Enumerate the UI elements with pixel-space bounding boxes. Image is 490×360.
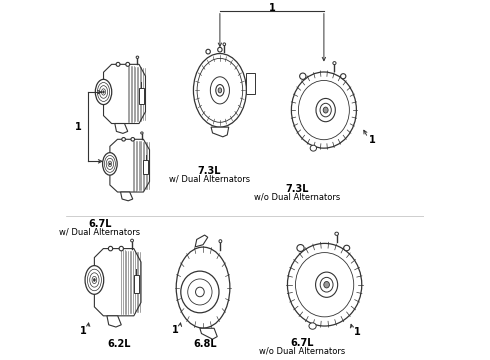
Ellipse shape	[210, 77, 229, 104]
Ellipse shape	[216, 85, 224, 96]
Text: 6.7L: 6.7L	[88, 219, 112, 229]
Ellipse shape	[320, 103, 331, 117]
Bar	[134, 275, 139, 293]
Ellipse shape	[136, 56, 139, 58]
Text: 1: 1	[369, 135, 376, 145]
Ellipse shape	[310, 145, 317, 151]
Ellipse shape	[96, 79, 112, 105]
Ellipse shape	[219, 240, 222, 243]
Text: w/ Dual Alternators: w/ Dual Alternators	[169, 175, 250, 184]
Bar	[144, 161, 148, 175]
Ellipse shape	[320, 277, 333, 292]
Text: 6.7L: 6.7L	[290, 338, 314, 348]
Ellipse shape	[122, 138, 125, 141]
Ellipse shape	[324, 282, 329, 288]
Text: w/o Dual Alternators: w/o Dual Alternators	[259, 346, 345, 355]
Ellipse shape	[218, 48, 222, 52]
Ellipse shape	[109, 162, 111, 165]
Polygon shape	[211, 127, 229, 137]
Text: 1: 1	[75, 122, 82, 132]
Ellipse shape	[297, 244, 304, 251]
Text: w/o Dual Alternators: w/o Dual Alternators	[254, 192, 340, 201]
Ellipse shape	[194, 54, 246, 127]
Text: 1: 1	[172, 325, 178, 335]
Ellipse shape	[300, 73, 306, 80]
Ellipse shape	[102, 153, 117, 175]
Ellipse shape	[323, 107, 328, 113]
Text: 7.3L: 7.3L	[285, 184, 309, 194]
Polygon shape	[195, 235, 208, 247]
Ellipse shape	[218, 88, 221, 93]
Ellipse shape	[288, 243, 362, 326]
Text: 6.8L: 6.8L	[194, 338, 218, 348]
Ellipse shape	[335, 232, 339, 235]
Text: 1: 1	[79, 325, 86, 336]
Ellipse shape	[316, 98, 335, 122]
Ellipse shape	[116, 62, 120, 66]
Ellipse shape	[188, 279, 212, 305]
Ellipse shape	[176, 247, 230, 328]
Text: 7.3L: 7.3L	[197, 166, 221, 176]
Polygon shape	[200, 328, 217, 339]
Ellipse shape	[141, 132, 143, 134]
Ellipse shape	[126, 62, 130, 66]
Ellipse shape	[131, 239, 133, 242]
Ellipse shape	[85, 266, 104, 294]
Ellipse shape	[341, 74, 346, 79]
Ellipse shape	[93, 278, 96, 282]
Ellipse shape	[108, 246, 113, 251]
Polygon shape	[115, 123, 128, 134]
Text: 1: 1	[269, 3, 275, 13]
Ellipse shape	[181, 271, 219, 313]
Bar	[139, 88, 144, 104]
Bar	[246, 73, 255, 94]
Ellipse shape	[223, 43, 225, 46]
Polygon shape	[121, 192, 133, 201]
Ellipse shape	[119, 246, 123, 251]
Text: 6.2L: 6.2L	[107, 338, 130, 348]
Text: 1: 1	[354, 327, 361, 337]
Ellipse shape	[333, 62, 336, 64]
Text: w/ Dual Alternators: w/ Dual Alternators	[59, 227, 140, 236]
Ellipse shape	[316, 272, 338, 297]
Ellipse shape	[102, 90, 105, 94]
Ellipse shape	[309, 323, 316, 329]
Polygon shape	[107, 316, 122, 327]
Ellipse shape	[206, 49, 210, 54]
Ellipse shape	[196, 287, 204, 297]
Ellipse shape	[292, 72, 356, 148]
Ellipse shape	[343, 245, 350, 251]
Ellipse shape	[131, 138, 135, 141]
